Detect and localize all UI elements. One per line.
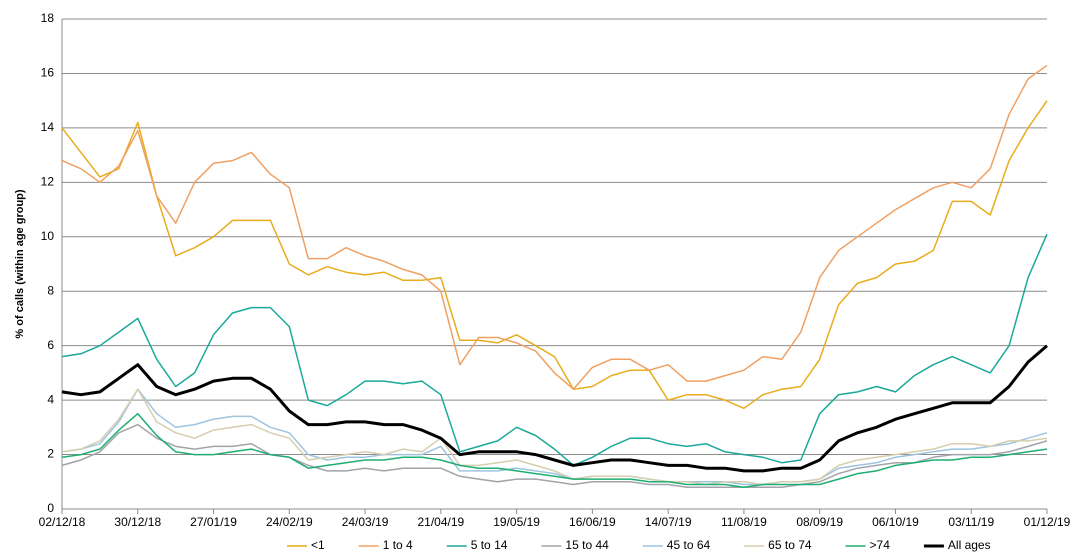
x-tick-label: 08/09/19 xyxy=(796,515,843,529)
series-line xyxy=(61,423,1048,488)
y-tick-label: 6 xyxy=(47,338,54,352)
legend-label: All ages xyxy=(948,538,991,552)
series-line xyxy=(61,344,1048,473)
y-tick-label: 14 xyxy=(41,120,55,134)
legend-label: 65 to 74 xyxy=(768,538,812,552)
y-tick-label: 8 xyxy=(47,283,54,297)
x-tick-label: 27/01/19 xyxy=(190,515,237,529)
x-tick-label: 30/12/18 xyxy=(114,515,161,529)
series-line xyxy=(61,388,1048,486)
x-tick-label: 06/10/19 xyxy=(872,515,919,529)
y-axis-title: % of calls (within age group) xyxy=(14,189,26,338)
legend-label: 45 to 64 xyxy=(667,538,711,552)
series-line xyxy=(61,100,1048,410)
y-tick-label: 16 xyxy=(41,66,55,80)
x-tick-label: 21/04/19 xyxy=(417,515,464,529)
legend-label: 1 to 4 xyxy=(383,538,413,552)
legend-label: 5 to 14 xyxy=(471,538,508,552)
x-tick-label: 24/03/19 xyxy=(342,515,389,529)
y-tick-label: 12 xyxy=(41,175,55,189)
y-tick-label: 4 xyxy=(47,392,54,406)
series-line xyxy=(61,412,1048,488)
series-line xyxy=(61,388,1048,486)
x-tick-label: 02/12/18 xyxy=(39,515,86,529)
x-tick-label: 01/12/19 xyxy=(1024,515,1071,529)
x-tick-label: 24/02/19 xyxy=(266,515,313,529)
legend-label: 15 to 44 xyxy=(565,538,609,552)
series-line xyxy=(61,64,1048,390)
x-tick-label: 14/07/19 xyxy=(645,515,692,529)
y-tick-label: 2 xyxy=(47,447,54,461)
x-tick-label: 11/08/19 xyxy=(721,515,767,529)
legend-label: <1 xyxy=(311,538,325,552)
x-tick-label: 03/11/19 xyxy=(948,515,994,529)
x-tick-label: 19/05/19 xyxy=(493,515,540,529)
x-tick-label: 16/06/19 xyxy=(569,515,616,529)
y-tick-label: 10 xyxy=(41,229,55,243)
series-line xyxy=(61,233,1048,467)
y-tick-label: 0 xyxy=(47,501,54,515)
legend-label: >74 xyxy=(870,538,891,552)
y-tick-label: 18 xyxy=(41,11,55,25)
